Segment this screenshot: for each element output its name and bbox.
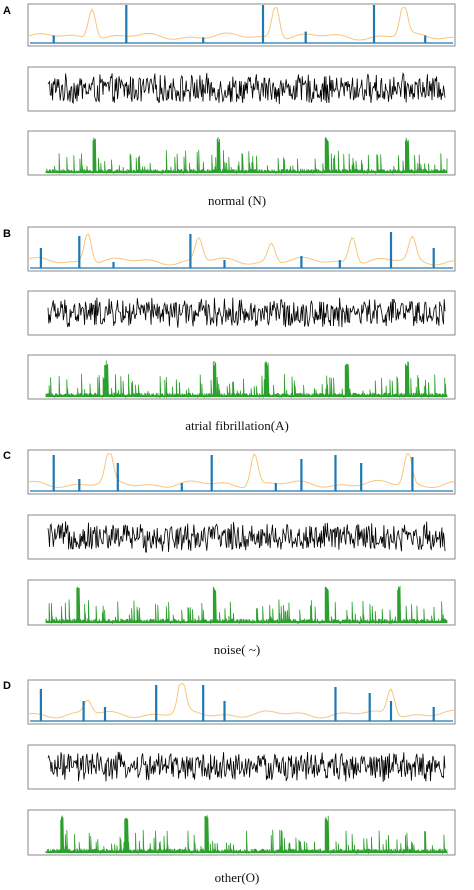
ecg-spike-a-1 (125, 5, 128, 43)
ecg-spike-d-7 (368, 693, 371, 721)
caption-a: normal (N) (207, 193, 267, 208)
caption-b: atrial fibrillation(A) (185, 418, 289, 433)
peak-line-b (45, 360, 448, 399)
ecg-spike-d-9 (432, 707, 435, 721)
ecg-spike-c-3 (180, 483, 183, 491)
frame-b-peak-signal (27, 354, 456, 400)
panel-letter-a: A (3, 5, 11, 17)
ecg-spike-d-3 (155, 685, 158, 721)
noise-line-c (47, 521, 446, 553)
ecg-spike-b-5 (300, 256, 303, 268)
ecg-spike-c-4 (210, 455, 213, 491)
ecg-spike-a-3 (261, 5, 265, 43)
attention-line-a (27, 7, 456, 41)
ecg-spike-b-0 (39, 248, 42, 268)
ecg-spike-b-4 (223, 260, 226, 268)
frame-a-peak-signal (27, 130, 456, 176)
ecg-spike-d-1 (82, 701, 85, 721)
ecg-spike-d-0 (39, 689, 42, 721)
frame-d-noise-signal (27, 744, 456, 790)
ecg-spike-a-0 (52, 35, 55, 43)
ecg-spike-b-1 (78, 236, 81, 268)
peak-line-d (45, 815, 448, 855)
frame-d-peak-signal (27, 809, 456, 856)
ecg-spike-c-5 (274, 483, 277, 491)
frame-b-ecg-with-attention (27, 226, 456, 272)
ecg-spike-b-6 (338, 260, 341, 268)
frame-b-noise-signal (27, 290, 456, 336)
ecg-spike-b-3 (189, 234, 192, 268)
ecg-spike-b-7 (389, 232, 393, 268)
noise-line-d (47, 751, 446, 782)
peak-line-a (45, 136, 448, 175)
ecg-spike-d-6 (334, 687, 337, 721)
ecg-spike-c-8 (360, 463, 363, 491)
ecg-spike-c-0 (52, 455, 55, 491)
frame-c-ecg-with-attention (27, 449, 456, 495)
frame-a-noise-signal (27, 66, 456, 112)
ecg-spike-d-4 (202, 685, 205, 721)
caption-c: noise( ~) (213, 642, 261, 657)
caption-d: other(O) (214, 870, 260, 885)
ecg-spike-a-4 (304, 31, 307, 43)
ecg-spike-c-7 (334, 455, 337, 491)
ecg-spike-c-2 (116, 463, 119, 491)
frame-c-peak-signal (27, 579, 456, 626)
attention-line-d (27, 683, 455, 719)
noise-line-a (47, 72, 446, 105)
ecg-spike-d-5 (223, 701, 226, 721)
ecg-spike-b-2 (112, 262, 115, 268)
peak-line-c (45, 585, 448, 625)
ecg-spike-d-8 (389, 701, 393, 721)
ecg-spike-c-1 (78, 479, 81, 491)
ecg-spike-d-2 (103, 707, 107, 721)
attention-line-b (27, 233, 456, 266)
panel-letter-d: D (3, 680, 11, 692)
ecg-spike-a-2 (202, 37, 205, 43)
ecg-spike-c-6 (300, 459, 303, 491)
attention-line-c (27, 453, 456, 489)
panel-letter-b: B (3, 228, 11, 240)
ecg-spike-a-6 (424, 35, 427, 43)
panel-letter-c: C (3, 450, 11, 462)
ecg-spike-c-9 (411, 457, 414, 491)
frame-a-ecg-with-attention (27, 3, 456, 47)
frame-c-noise-signal (27, 514, 456, 560)
ecg-spike-b-8 (432, 248, 435, 268)
ecg-spike-a-5 (372, 5, 376, 43)
frame-d-ecg-with-attention (27, 679, 456, 725)
noise-line-b (47, 297, 446, 328)
